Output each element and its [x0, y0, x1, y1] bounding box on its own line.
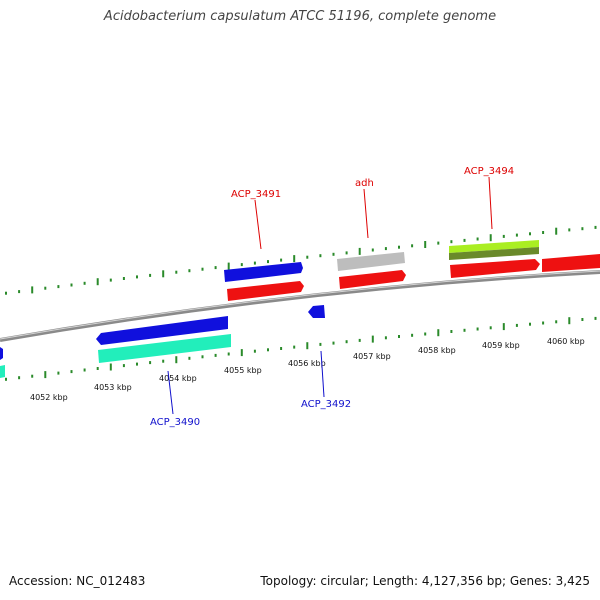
tick-track-top: [5, 225, 597, 295]
gene-acp3494-red[interactable]: [450, 259, 540, 278]
kbp-label: 4057 kbp: [353, 352, 391, 361]
gene-acp3494-olive[interactable]: [449, 247, 539, 260]
genome-backbone: [0, 270, 600, 342]
kbp-label: 4058 kbp: [418, 346, 456, 355]
gene-acp3490-teal[interactable]: [98, 334, 231, 363]
kbp-label: 4052 kbp: [30, 393, 68, 402]
gene-left-blue[interactable]: [0, 347, 3, 360]
label-leader: [363, 188, 369, 239]
kbp-label: 4060 kbp: [547, 337, 585, 346]
gene-acp3490-blue[interactable]: [96, 316, 228, 345]
gene-adh-red[interactable]: [339, 270, 406, 289]
kbp-label: 4053 kbp: [94, 383, 132, 392]
label-leader: [320, 350, 325, 398]
gene-label-acp3492[interactable]: ACP_3492: [301, 399, 351, 410]
gene-acp3492-blue[interactable]: [308, 305, 325, 318]
topology-text: Topology: circular; Length: 4,127,356 bp…: [260, 574, 590, 588]
map-title: Acidobacterium capsulatum ATCC 51196, co…: [103, 9, 497, 24]
gene-acp3494-lime[interactable]: [449, 240, 539, 253]
gene-label-acp3494[interactable]: ACP_3494: [464, 166, 514, 177]
gene-next-red[interactable]: [542, 254, 600, 272]
kbp-label: 4056 kbp: [288, 359, 326, 368]
label-leader: [488, 176, 493, 230]
gene-acp3491-blue[interactable]: [224, 262, 303, 282]
gene-label-adh[interactable]: adh: [355, 178, 374, 189]
kbp-label: 4055 kbp: [224, 366, 262, 375]
label-leader: [167, 370, 174, 415]
accession-text: Accession: NC_012483: [9, 574, 146, 588]
kbp-label: 4054 kbp: [159, 374, 197, 383]
gene-adh-gray[interactable]: [337, 252, 405, 271]
label-leader: [254, 199, 262, 250]
gene-label-acp3491[interactable]: ACP_3491: [231, 189, 281, 200]
kbp-label: 4059 kbp: [482, 341, 520, 350]
gene-acp3491-red[interactable]: [227, 281, 304, 301]
tick-track-bottom: [5, 316, 597, 381]
gene-left-teal[interactable]: [0, 365, 5, 378]
gene-label-acp3490[interactable]: ACP_3490: [150, 417, 200, 428]
genome-backbone-highlight: [0, 270, 600, 340]
